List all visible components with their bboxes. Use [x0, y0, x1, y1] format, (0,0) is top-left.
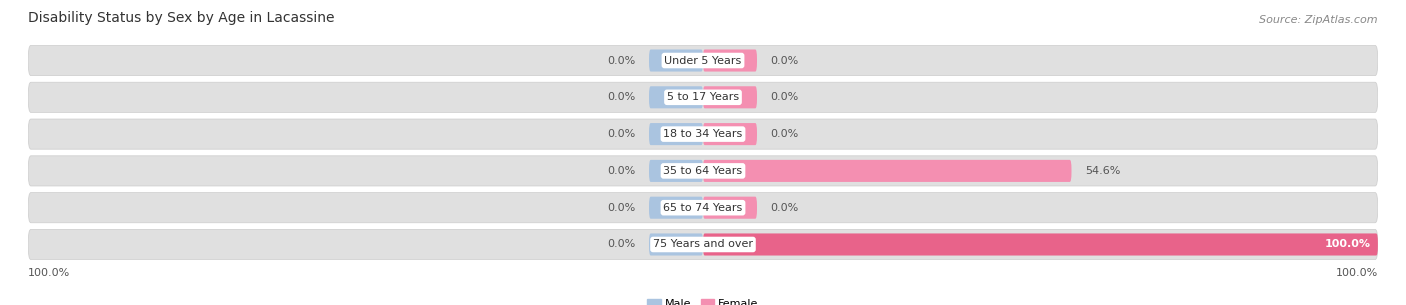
Text: 0.0%: 0.0%: [607, 129, 636, 139]
FancyBboxPatch shape: [650, 233, 703, 256]
Text: 0.0%: 0.0%: [770, 203, 799, 213]
FancyBboxPatch shape: [703, 233, 1378, 256]
FancyBboxPatch shape: [703, 49, 756, 72]
Text: Source: ZipAtlas.com: Source: ZipAtlas.com: [1260, 15, 1378, 25]
FancyBboxPatch shape: [28, 82, 1378, 113]
Text: 0.0%: 0.0%: [607, 92, 636, 102]
Text: 0.0%: 0.0%: [607, 56, 636, 66]
Text: 18 to 34 Years: 18 to 34 Years: [664, 129, 742, 139]
Text: 54.6%: 54.6%: [1085, 166, 1121, 176]
FancyBboxPatch shape: [650, 86, 703, 108]
FancyBboxPatch shape: [28, 229, 1378, 260]
Text: 0.0%: 0.0%: [607, 166, 636, 176]
FancyBboxPatch shape: [703, 197, 756, 219]
Legend: Male, Female: Male, Female: [643, 295, 763, 305]
FancyBboxPatch shape: [703, 86, 756, 108]
FancyBboxPatch shape: [28, 156, 1378, 186]
FancyBboxPatch shape: [650, 197, 703, 219]
Text: 75 Years and over: 75 Years and over: [652, 239, 754, 249]
FancyBboxPatch shape: [650, 123, 703, 145]
Text: 65 to 74 Years: 65 to 74 Years: [664, 203, 742, 213]
Text: 0.0%: 0.0%: [770, 92, 799, 102]
Text: 100.0%: 100.0%: [28, 268, 70, 278]
FancyBboxPatch shape: [703, 160, 1071, 182]
FancyBboxPatch shape: [28, 192, 1378, 223]
Text: 0.0%: 0.0%: [770, 129, 799, 139]
FancyBboxPatch shape: [28, 45, 1378, 76]
Text: Disability Status by Sex by Age in Lacassine: Disability Status by Sex by Age in Lacas…: [28, 11, 335, 25]
Text: 100.0%: 100.0%: [1324, 239, 1371, 249]
FancyBboxPatch shape: [650, 160, 703, 182]
FancyBboxPatch shape: [703, 123, 756, 145]
Text: 0.0%: 0.0%: [607, 239, 636, 249]
Text: 0.0%: 0.0%: [770, 56, 799, 66]
FancyBboxPatch shape: [28, 119, 1378, 149]
Text: Under 5 Years: Under 5 Years: [665, 56, 741, 66]
FancyBboxPatch shape: [650, 49, 703, 72]
Text: 5 to 17 Years: 5 to 17 Years: [666, 92, 740, 102]
Text: 100.0%: 100.0%: [1336, 268, 1378, 278]
Text: 0.0%: 0.0%: [607, 203, 636, 213]
Text: 35 to 64 Years: 35 to 64 Years: [664, 166, 742, 176]
